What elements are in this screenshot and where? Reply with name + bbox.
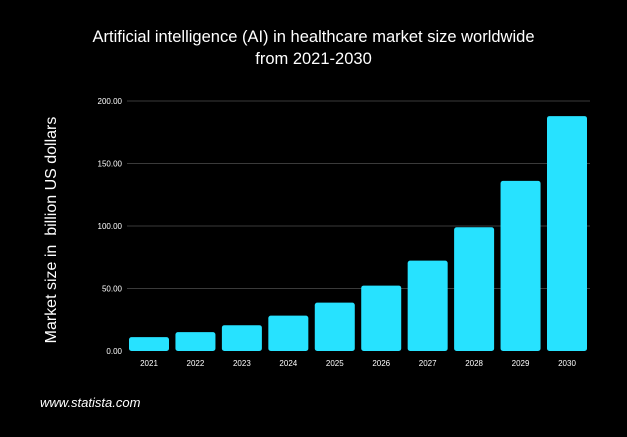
x-tick-label: 2025 (326, 359, 344, 368)
x-tick-label: 2027 (419, 359, 437, 368)
x-tick-label: 2022 (187, 359, 205, 368)
chart-title: Artificial intelligence (AI) in healthca… (0, 26, 627, 70)
bar (500, 180, 541, 351)
bar (314, 302, 355, 351)
bar (268, 315, 309, 351)
bar (221, 325, 262, 351)
bar (454, 227, 495, 351)
x-tick-label: 2023 (233, 359, 251, 368)
x-tick-label: 2029 (512, 359, 530, 368)
y-tick-label: 200.00 (98, 97, 123, 106)
chart-title-line-2: from 2021-2030 (255, 50, 372, 68)
y-tick-label: 100.00 (98, 222, 123, 231)
x-tick-label: 2021 (140, 359, 158, 368)
bar (175, 332, 216, 351)
y-tick-label: 150.00 (98, 160, 123, 169)
bar (361, 285, 402, 351)
bar (129, 337, 169, 351)
x-tick-label: 2026 (372, 359, 390, 368)
y-tick-label: 50.00 (102, 285, 123, 294)
chart-title-line-1: Artificial intelligence (AI) in healthca… (92, 28, 535, 46)
y-tick-label: 0.00 (106, 347, 122, 356)
x-tick-label: 2030 (558, 359, 576, 368)
bar (407, 260, 448, 351)
bar (547, 116, 587, 351)
x-tick-label: 2028 (465, 359, 483, 368)
x-tick-label: 2024 (279, 359, 297, 368)
source-footer: www.statista.com (40, 395, 141, 410)
